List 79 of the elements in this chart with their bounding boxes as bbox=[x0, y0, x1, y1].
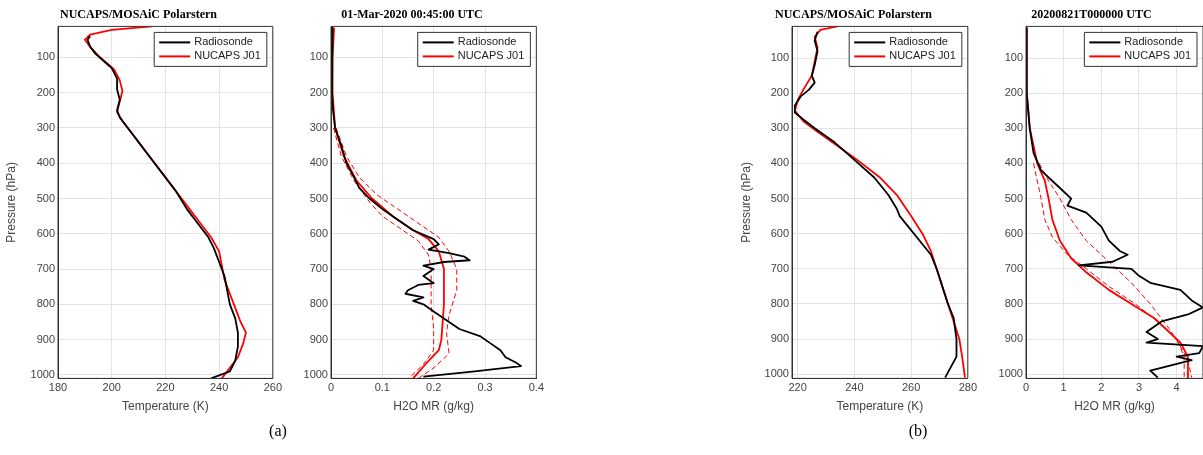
y-tick-label: 800 bbox=[770, 296, 789, 309]
chart-title: NUCAPS/MOSAiC Polarstern bbox=[775, 7, 933, 22]
x-tick-label: 200 bbox=[102, 381, 121, 394]
y-tick-label: 700 bbox=[309, 262, 328, 275]
y-tick-label: 800 bbox=[36, 297, 55, 310]
y-tick-label: 300 bbox=[309, 121, 328, 134]
y-tick-label: 300 bbox=[1004, 121, 1023, 134]
x-tick-label: 3 bbox=[1135, 381, 1143, 394]
x-axis-title: Temperature (K) bbox=[122, 399, 209, 414]
x-axis-title: H2O MR (g/kg) bbox=[393, 399, 475, 414]
y-tick-label: 600 bbox=[309, 226, 328, 239]
y-tick-label: 1000 bbox=[30, 367, 55, 380]
x-tick-label: 0 bbox=[1022, 381, 1030, 394]
y-tick-label: 500 bbox=[309, 191, 328, 204]
y-tick-label: 200 bbox=[309, 85, 328, 98]
x-tick-label: 0.1 bbox=[374, 381, 390, 394]
y-tick-label: 200 bbox=[770, 86, 789, 99]
x-axis-title: H2O MR (g/kg) bbox=[1074, 399, 1155, 414]
x-tick-label: 0 bbox=[327, 381, 335, 394]
x-tick-label: 2 bbox=[1098, 381, 1105, 394]
text: (b) bbox=[908, 422, 928, 440]
x-tick-label: 260 bbox=[901, 381, 921, 394]
legend-label: NUCAPS J01 bbox=[1124, 49, 1192, 62]
x-axis-title: Temperature (K) bbox=[836, 399, 924, 414]
x-tick-label: 240 bbox=[845, 381, 864, 394]
y-tick-label: 700 bbox=[770, 261, 789, 274]
y-tick-label: 900 bbox=[1004, 332, 1023, 345]
y-tick-label: 100 bbox=[36, 50, 55, 63]
y-tick-label: 400 bbox=[36, 156, 55, 169]
x-tick-label: 260 bbox=[263, 381, 282, 394]
legend-label: NUCAPS J01 bbox=[194, 49, 261, 62]
x-tick-label: 220 bbox=[788, 381, 807, 394]
y-tick-label: 1000 bbox=[303, 367, 328, 380]
x-tick-label: 0.3 bbox=[477, 381, 493, 394]
y-tick-label: 600 bbox=[36, 226, 55, 239]
x-tick-label: 280 bbox=[958, 381, 977, 394]
y-tick-label: 700 bbox=[1004, 261, 1023, 274]
y-axis-title: Pressure (hPa) bbox=[738, 162, 753, 243]
y-tick-label: 1000 bbox=[764, 367, 789, 380]
x-tick-label: 1 bbox=[1060, 381, 1067, 394]
y-tick-label: 400 bbox=[770, 156, 789, 169]
y-tick-label: 100 bbox=[770, 51, 789, 64]
legend-label: Radiosonde bbox=[889, 35, 948, 48]
y-tick-label: 900 bbox=[770, 332, 789, 345]
legend-label: NUCAPS J01 bbox=[457, 49, 525, 62]
y-tick-label: 500 bbox=[1004, 191, 1023, 204]
legend-label: Radiosonde bbox=[194, 35, 253, 48]
y-tick-label: 200 bbox=[36, 85, 55, 98]
x-tick-label: 0.4 bbox=[528, 381, 544, 394]
y-tick-label: 800 bbox=[309, 297, 328, 310]
legend-label: Radiosonde bbox=[457, 35, 517, 48]
y-tick-label: 300 bbox=[770, 121, 789, 134]
y-tick-label: 900 bbox=[309, 332, 328, 345]
y-tick-label: 500 bbox=[36, 191, 55, 204]
chart-title: 01-Mar-2020 00:45:00 UTC bbox=[341, 7, 483, 22]
chart-title: 20200821T000000 UTC bbox=[1031, 7, 1152, 22]
x-tick-label: 220 bbox=[156, 381, 175, 394]
y-tick-label: 500 bbox=[770, 191, 789, 204]
y-axis-title: Pressure (hPa) bbox=[3, 162, 18, 243]
y-tick-label: 700 bbox=[36, 262, 55, 275]
y-tick-label: 400 bbox=[309, 156, 328, 169]
y-tick-label: 1000 bbox=[998, 367, 1023, 380]
x-tick-label: 180 bbox=[48, 381, 68, 394]
y-tick-label: 600 bbox=[1004, 226, 1023, 239]
y-tick-label: 100 bbox=[309, 50, 328, 63]
y-tick-label: 400 bbox=[1004, 156, 1023, 169]
text: (a) bbox=[269, 422, 287, 440]
legend-label: Radiosonde bbox=[1124, 35, 1184, 48]
legend-label: NUCAPS J01 bbox=[889, 49, 956, 62]
y-tick-label: 100 bbox=[1004, 51, 1023, 64]
y-tick-label: 600 bbox=[770, 226, 789, 239]
x-tick-label: 240 bbox=[209, 381, 229, 394]
x-tick-label: 4 bbox=[1173, 381, 1180, 394]
y-tick-label: 800 bbox=[1004, 296, 1023, 309]
y-tick-label: 300 bbox=[36, 121, 55, 134]
y-tick-label: 200 bbox=[1004, 86, 1023, 99]
chart-title: NUCAPS/MOSAiC Polarstern bbox=[60, 7, 218, 22]
x-tick-label: 0.2 bbox=[426, 381, 442, 394]
y-tick-label: 900 bbox=[36, 332, 55, 345]
